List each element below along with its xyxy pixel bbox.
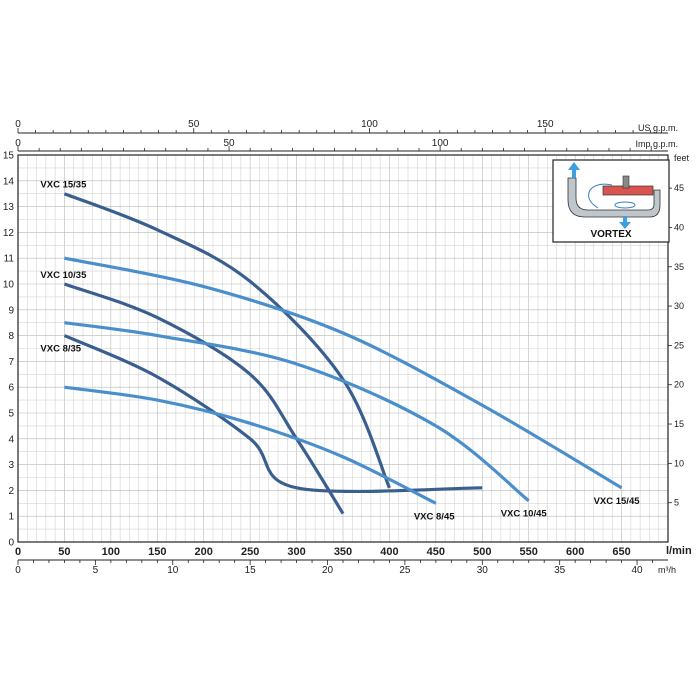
series-line-vxc-10-45: [64, 321, 530, 502]
x-tick-label: 600: [566, 546, 584, 558]
y-tick-label: 15: [3, 151, 15, 162]
us-gpm-tick-label: 100: [361, 119, 378, 130]
m3h-unit-label: m³/h: [658, 565, 676, 575]
feet-unit-label: feet: [674, 153, 690, 163]
imp-gpm-unit-label: Imp g.p.m.: [635, 139, 678, 149]
x-tick-label: 100: [102, 546, 120, 558]
series-layer: [63, 192, 623, 515]
m3h-tick-label: 25: [399, 565, 411, 576]
m3h-tick-label: 15: [245, 565, 257, 576]
x-tick-label: 300: [287, 546, 305, 558]
series-line-vxc-15-45: [64, 256, 623, 490]
curve-labels: VXC 15/35 VXC 15/45 VXC 10/35 VXC 10/45 VXC …: [40, 180, 640, 523]
series-label-vxc-8-35: VXC 8/35: [40, 344, 81, 355]
y-tick-label: 5: [8, 409, 14, 420]
down-arrow-icon: [619, 216, 631, 229]
m3h-tick-label: 0: [15, 565, 21, 576]
y-tick-label: 13: [3, 202, 15, 213]
m3h-tick-label: 20: [322, 565, 334, 576]
x-unit-label: l/min: [666, 545, 692, 557]
x-tick-label: 50: [58, 546, 70, 558]
y-tick-label: 0: [8, 538, 14, 549]
feet-tick-label: 40: [674, 222, 684, 232]
feet-tick-label: 20: [674, 380, 684, 390]
imp-gpm-tick-label: 50: [224, 138, 236, 149]
x-tick-label: 500: [473, 546, 491, 558]
x-tick-label: 0: [15, 546, 21, 558]
feet-tick-label: 5: [674, 498, 679, 508]
series-line-vxc-8-45: [64, 385, 437, 505]
plot-frame: [17, 154, 669, 543]
m3h-tick-label: 30: [477, 565, 489, 576]
x-tick-label: 200: [195, 546, 213, 558]
imp-gpm-tick-label: 100: [432, 138, 449, 149]
us-gpm-tick-label: 50: [188, 119, 200, 130]
x-tick-label: 400: [380, 546, 398, 558]
y-tick-label: 4: [8, 434, 14, 445]
y-tick-label: 10: [3, 280, 15, 291]
series-line-vxc-15-35: [63, 192, 391, 489]
series-label-vxc-10-45: VXC 10/45: [501, 509, 548, 520]
feet-tick-label: 25: [674, 340, 684, 350]
m3h-tick-label: 10: [167, 565, 179, 576]
series-line-vxc-10-35: [63, 282, 345, 515]
series-label-vxc-15-35: VXC 15/35: [40, 180, 87, 191]
x-tick-label: 550: [520, 546, 538, 558]
y-tick-label: 9: [8, 305, 14, 316]
m3h-tick-label: 40: [631, 565, 643, 576]
x-tick-label: 450: [427, 546, 445, 558]
series-line-vxc-8-35: [63, 334, 483, 494]
y-tick-label: 14: [3, 176, 15, 187]
m3h-tick-label: 5: [93, 565, 99, 576]
vortex-inset: VORTEX: [552, 159, 670, 243]
y-tick-label: 8: [8, 331, 14, 342]
y-tick-label: 1: [8, 512, 14, 523]
feet-tick-label: 10: [674, 458, 684, 468]
y-tick-label: 11: [4, 254, 15, 265]
y-tick-label: 12: [3, 228, 15, 239]
series-label-vxc-8-45: VXC 8/45: [414, 511, 455, 522]
x-tick-label: 250: [241, 546, 259, 558]
y-tick-label: 7: [8, 357, 14, 368]
y-tick-label: 6: [8, 383, 14, 394]
y-tick-label: 3: [8, 460, 14, 471]
m3h-tick-label: 35: [554, 565, 566, 576]
us-gpm-tick-label: 150: [537, 119, 554, 130]
x-tick-label: 150: [148, 546, 166, 558]
feet-tick-label: 35: [674, 262, 684, 272]
us-gpm-unit-label: US g.p.m.: [638, 123, 678, 133]
feet-tick-label: 45: [674, 183, 684, 193]
x-tick-label: 350: [334, 546, 352, 558]
vortex-icon: [567, 177, 661, 218]
up-arrow-icon: [568, 162, 580, 178]
feet-tick-label: 15: [674, 419, 684, 429]
imp-gpm-tick-label: 0: [15, 138, 21, 149]
series-label-vxc-10-35: VXC 10/35: [40, 270, 87, 281]
x-tick-label: 650: [612, 546, 630, 558]
inset-label: VORTEX: [590, 229, 631, 240]
us-gpm-tick-label: 0: [15, 119, 21, 130]
y-tick-label: 2: [8, 486, 14, 497]
feet-tick-label: 30: [674, 301, 684, 311]
series-label-vxc-15-45: VXC 15/45: [594, 496, 641, 507]
